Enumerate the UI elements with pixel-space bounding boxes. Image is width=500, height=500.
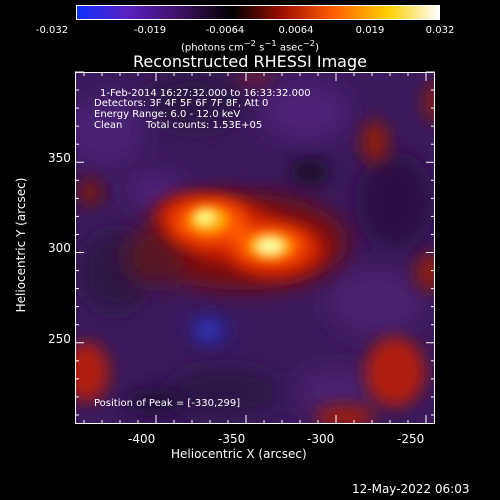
clean-label: Clean [94, 120, 123, 131]
x-tick-label: -300 [307, 432, 335, 446]
y-tick-label: 300 [48, 241, 71, 255]
colorbar-tick-label: 0.032 [425, 25, 455, 36]
observation-time: 1-Feb-2014 16:27:32.000 to 16:33:32.000 [100, 88, 311, 99]
x-axis-title: Heliocentric X (arcsec) [171, 447, 307, 461]
x-tick-label: -350 [218, 432, 246, 446]
x-tick-label: -250 [397, 432, 425, 446]
y-tick-label: 350 [48, 151, 71, 165]
rhessi-image [75, 72, 435, 424]
colorbar [76, 5, 440, 20]
colorbar-tick-label: -0.0064 [205, 25, 245, 36]
colorbar-tick-label: -0.032 [35, 25, 69, 36]
colorbar-tick-label: -0.019 [133, 25, 167, 36]
rhessi-image-canvas [75, 72, 435, 424]
colorbar-tick-label: 0.0064 [278, 25, 314, 36]
total-counts: Total counts: 1.53E+05 [146, 120, 263, 131]
image-title: Reconstructed RHESSI Image [133, 52, 367, 71]
peak-position: Position of Peak = [-330,299] [94, 398, 241, 409]
colorbar-unit: (photons cm−2 s−1 asec−2) [180, 38, 320, 54]
x-tick-label: -400 [128, 432, 156, 446]
red-edge-features [75, 72, 435, 424]
dark-features [125, 158, 330, 416]
flare-source [125, 194, 348, 290]
plot-frame [75, 72, 435, 424]
energy-range: Energy Range: 6.0 - 12.0 keV [94, 109, 241, 120]
y-tick-label: 250 [48, 332, 71, 346]
detectors-info: Detectors: 3F 4F 5F 6F 7F 8F, Att 0 [94, 98, 269, 109]
colorbar-tick-label: 0.019 [355, 25, 385, 36]
y-axis-title: Heliocentric Y (arcsec) [14, 177, 28, 313]
generation-timestamp: 12-May-2022 06:03 [352, 482, 470, 496]
